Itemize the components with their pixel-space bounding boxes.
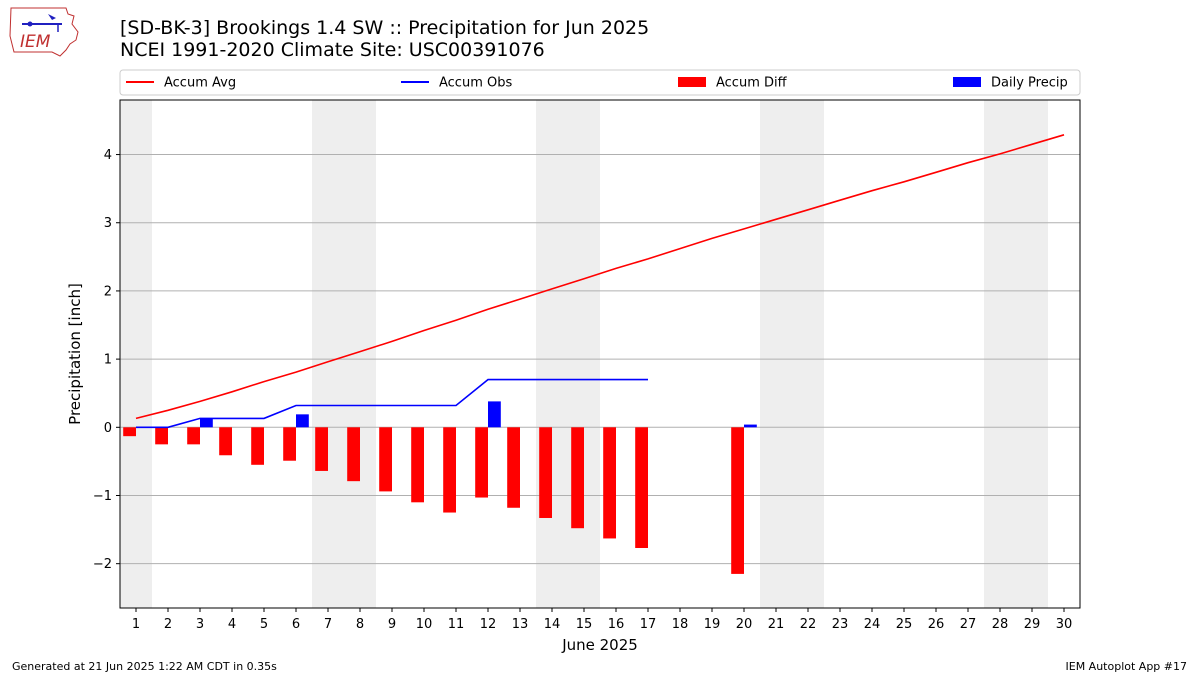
x-tick-label: 27 [960,617,977,632]
accum-diff-bar [443,427,456,513]
y-tick-label: 3 [104,216,112,231]
accum-diff-bar [539,427,552,518]
weekend-shade [344,100,376,608]
legend-item-accum-obs: Accum Obs [401,76,512,91]
x-tick-label: 24 [864,617,881,632]
y-tick-label: −2 [93,557,112,572]
accum-diff-bar [379,427,392,492]
weekend-shade [760,100,792,608]
weekend-shade [1016,100,1048,608]
daily-precip-bar [744,424,757,428]
daily-precip-bar [200,418,213,428]
legend-label: Daily Precip [991,76,1068,91]
x-tick-label: 5 [260,617,268,632]
y-tick-label: −1 [93,489,112,504]
x-tick-label: 13 [512,617,529,632]
x-tick-label: 12 [480,617,497,632]
accum-diff-bar [187,427,200,445]
weekend-shade [120,100,152,608]
x-tick-label: 16 [608,617,625,632]
x-tick-label: 20 [736,617,753,632]
legend-swatch [678,77,706,87]
accum-diff-bar [635,427,648,548]
x-tick-label: 1 [132,617,140,632]
x-tick-label: 18 [672,617,689,632]
plot-frame [119,99,1081,609]
x-axis-label: June 2025 [561,636,638,654]
chart-title-line2: NCEI 1991-2020 Climate Site: USC00391076 [120,39,545,61]
accum-diff-bar [507,427,520,508]
legend-item-daily-precip: Daily Precip [953,76,1068,91]
iem-logo: IEM [9,7,79,57]
accum-diff-bar [315,427,328,471]
legend: Accum Avg Accum Obs Accum Diff Daily Precip [119,69,1081,96]
x-tick-label: 4 [228,617,236,632]
x-tick-label: 29 [1024,617,1041,632]
accum-diff-bar [123,427,136,437]
x-tick-label: 19 [704,617,721,632]
x-tick-label: 11 [448,617,465,632]
x-tick-label: 30 [1056,617,1073,632]
legend-label: Accum Diff [716,76,788,91]
daily-precip-bar [296,414,309,428]
weekend-shade [984,100,1016,608]
chart-title-line1: [SD-BK-3] Brookings 1.4 SW :: Precipitat… [120,17,650,39]
weekend-shade [536,100,568,608]
y-tick-label: 0 [104,421,112,436]
legend-swatch [953,77,981,87]
generated-timestamp: Generated at 21 Jun 2025 1:22 AM CDT in … [12,660,277,673]
x-tick-label: 23 [832,617,849,632]
y-tick-label: 4 [104,148,112,163]
weekend-shade [568,100,600,608]
weekend-shade [792,100,824,608]
logo-text: IEM [20,32,51,52]
x-tick-label: 7 [324,617,332,632]
weekend-shade [312,100,344,608]
x-tick-label: 14 [544,617,561,632]
accum-diff-bar [155,427,168,445]
x-tick-label: 26 [928,617,945,632]
accum-diff-bar [411,427,424,503]
y-tick-label: 1 [104,353,112,368]
accum-diff-bar [251,427,264,465]
legend-box [119,69,1081,96]
legend-item-accum-diff: Accum Diff [678,76,788,91]
x-tick-label: 28 [992,617,1009,632]
x-tick-label: 6 [292,617,300,632]
x-tick-label: 21 [768,617,785,632]
app-label: IEM Autoplot App #17 [1065,660,1188,673]
accum-diff-bar [603,427,616,539]
x-tick-label: 9 [388,617,396,632]
x-tick-label: 3 [196,617,204,632]
daily-precip-bar [488,401,501,428]
y-tick-label: 2 [104,284,112,299]
accum-diff-bar [347,427,360,482]
accum-diff-bar [475,427,488,498]
x-tick-label: 2 [164,617,172,632]
chart-title: [SD-BK-3] Brookings 1.4 SW :: Precipitat… [120,17,649,61]
x-tick-label: 25 [896,617,913,632]
accum-diff-bar [219,427,232,456]
accum-obs-line [136,378,648,429]
legend-item-accum-avg: Accum Avg [126,76,236,91]
x-tick-label: 15 [576,617,593,632]
x-tick-label: 10 [416,617,433,632]
accum-diff-bar [571,427,584,529]
x-tick-label: 8 [356,617,364,632]
accum-avg-line [135,134,1065,420]
accum-diff-bar [283,427,296,461]
x-tick-label: 17 [640,617,657,632]
accum-diff-bar [731,427,744,574]
y-axis-label: Precipitation [inch] [66,283,84,425]
legend-label: Accum Avg [164,76,236,91]
legend-label: Accum Obs [439,76,512,91]
x-tick-label: 22 [800,617,817,632]
